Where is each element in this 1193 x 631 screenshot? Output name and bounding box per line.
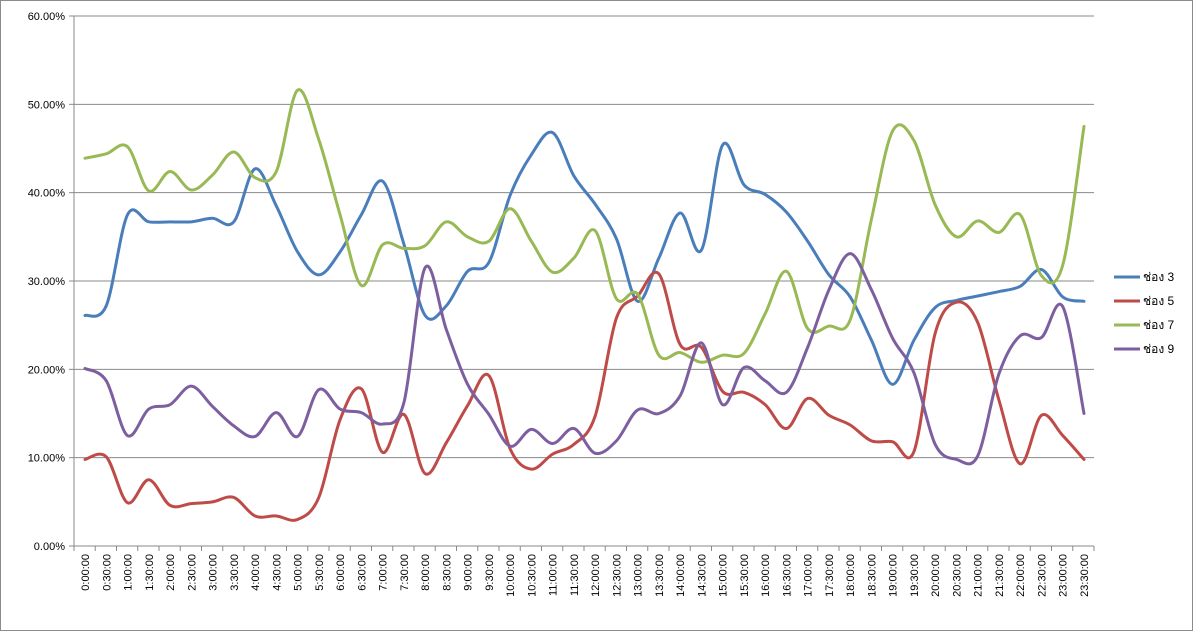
y-tick-label: 10.00% [28,453,66,465]
x-tick-label: 21:00:00 [973,554,985,597]
x-tick-label: 7:30:00 [399,554,411,591]
x-tick-label: 17:30:00 [824,554,836,597]
x-tick-label: 20:00:00 [930,554,942,597]
x-tick-label: 12:00:00 [590,554,602,597]
x-tick-label: 11:00:00 [548,554,560,596]
x-tick-label: 18:30:00 [866,554,878,597]
x-tick-label: 8:00:00 [420,554,432,591]
x-tick-label: 14:30:00 [696,554,708,597]
x-tick-label: 6:30:00 [356,554,368,591]
x-tick-label: 13:00:00 [633,554,645,597]
y-tick-label: 30.00% [28,276,66,288]
legend: ช่อง 3 ช่อง 5 ช่อง 7 ช่อง 9 [1114,270,1175,356]
x-tick-label: 22:30:00 [1036,554,1048,597]
series-line-1 [83,130,1086,386]
x-tick-label: 2:30:00 [186,554,198,591]
x-tick-label: 14:00:00 [675,554,687,597]
legend-label: ช่อง 9 [1143,342,1175,356]
series-line-4 [83,252,1086,466]
y-axis-ticks: 0.00% 10.00% 20.00% 30.00% 40.00% 50.00% 60.00… [28,11,74,553]
x-tick-label: 11:30:00 [569,554,581,596]
x-tick-label: 17:00:00 [803,554,815,597]
x-tick-label: 23:00:00 [1058,554,1070,597]
x-tick-label: 18:00:00 [845,554,857,597]
x-tick-label: 8:30:00 [441,554,453,591]
x-axis-ticks: 0:00:00 0:30:00 1:00:00 1:30:00 2:00:00 2:30:… [73,546,1095,597]
x-tick-label: 5:00:00 [293,554,305,591]
x-tick-label: 10:30:00 [526,554,538,597]
x-tick-label: 7:00:00 [378,554,390,591]
x-tick-label: 22:00:00 [1015,554,1027,597]
x-tick-label: 5:30:00 [314,554,326,591]
x-tick-label: 1:00:00 [123,554,135,591]
x-tick-label: 9:30:00 [484,554,496,591]
x-tick-label: 16:30:00 [781,554,793,597]
legend-label: ช่อง 5 [1143,294,1175,308]
x-tick-label: 6:00:00 [335,554,347,591]
x-tick-label: 10:00:00 [505,554,517,597]
x-tick-label: 4:30:00 [271,554,283,591]
y-tick-label: 40.00% [28,188,66,200]
x-tick-label: 20:30:00 [951,554,963,597]
x-tick-label: 15:00:00 [718,554,730,597]
x-tick-label: 21:30:00 [994,554,1006,597]
y-tick-label: 20.00% [28,364,66,376]
x-tick-label: 13:30:00 [654,554,666,597]
x-tick-label: 3:30:00 [229,554,241,591]
x-tick-label: 0:00:00 [80,554,92,591]
x-tick-label: 15:30:00 [739,554,751,597]
series-lines [83,88,1086,522]
x-tick-label: 2:00:00 [165,554,177,591]
gridlines [74,15,1094,459]
x-tick-label: 16:00:00 [760,554,772,597]
x-tick-label: 23:30:00 [1079,554,1091,597]
y-tick-label: 0.00% [34,541,65,553]
x-tick-label: 9:00:00 [463,554,475,591]
x-tick-label: 19:30:00 [909,554,921,597]
legend-label: ช่อง 7 [1143,318,1175,332]
x-tick-label: 19:00:00 [888,554,900,597]
x-tick-label: 3:00:00 [208,554,220,591]
y-tick-label: 50.00% [28,99,66,111]
y-tick-label: 60.00% [28,11,66,23]
legend-label: ช่อง 3 [1143,270,1175,284]
x-tick-label: 12:30:00 [611,554,623,597]
x-tick-label: 1:30:00 [144,554,156,591]
series-line-3 [83,88,1086,364]
x-tick-label: 0:30:00 [101,554,113,591]
series-line-2 [83,270,1086,522]
x-tick-label: 4:00:00 [250,554,262,591]
